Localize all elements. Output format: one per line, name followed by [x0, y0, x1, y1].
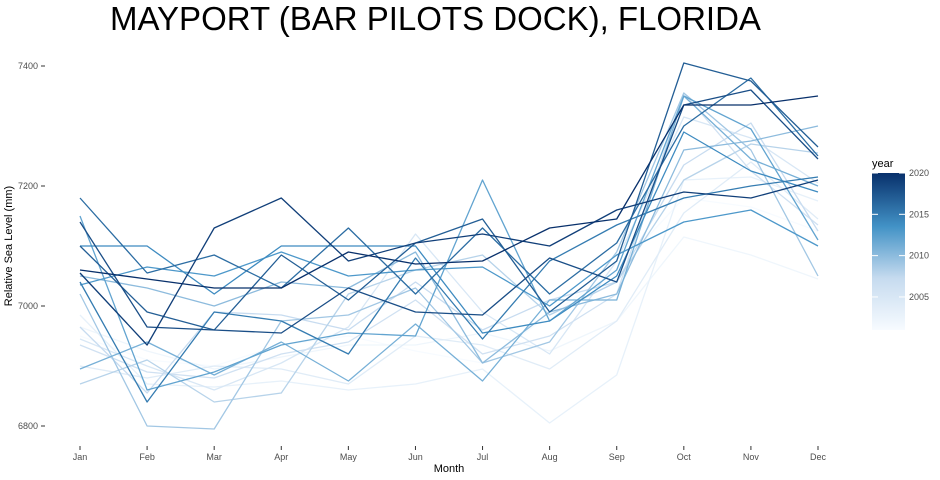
series-lines: [79, 62, 819, 430]
x-tick-label: Sep: [609, 452, 625, 462]
series-line-2013: [79, 209, 819, 307]
series-line-2002: [79, 236, 819, 370]
x-axis: Jan Feb Mar Apr May Jun Jul Aug Sep Oct Nov Dec: [73, 446, 827, 462]
legend-tick-label: 2010: [909, 251, 929, 261]
x-tick-label: Oct: [677, 452, 692, 462]
x-tick-label: Feb: [139, 452, 155, 462]
series-line-2005: [79, 116, 819, 391]
series-line-2016: [79, 77, 819, 295]
y-tick-label: 7000: [18, 301, 38, 311]
series-line-2019: [79, 179, 819, 346]
series-line-2020: [79, 95, 819, 289]
series-line-2010: [79, 125, 819, 364]
x-tick-label: May: [340, 452, 358, 462]
x-tick-label: Jan: [73, 452, 88, 462]
x-tick-label: Jun: [408, 452, 423, 462]
series-line-2004: [79, 161, 819, 385]
legend-colorbar: [872, 173, 905, 330]
series-line-2001: [79, 197, 819, 367]
x-tick-label: Mar: [206, 452, 222, 462]
legend-tick-label: 2005: [909, 292, 929, 302]
y-tick-label: 7400: [18, 61, 38, 71]
legend-tick-label: 2020: [909, 168, 929, 178]
legend-ticks: 2005 2010 2015 2020: [872, 168, 929, 302]
x-tick-label: Jul: [477, 452, 489, 462]
series-line-2017: [79, 62, 819, 331]
y-tick-label: 7200: [18, 181, 38, 191]
y-axis-title: Relative Sea Level (mm): [3, 186, 15, 306]
x-tick-label: Aug: [542, 452, 558, 462]
series-line-2011: [79, 95, 819, 382]
legend-title: year: [872, 158, 894, 170]
series-line-2018: [79, 89, 819, 334]
series-line-2006: [79, 92, 819, 379]
y-axis: 6800 7000 7200 7400: [18, 61, 45, 431]
series-line-2012: [79, 95, 819, 391]
series-line-2007: [79, 122, 819, 394]
x-tick-label: Nov: [743, 452, 760, 462]
series-line-2014: [80, 131, 819, 334]
x-axis-title: Month: [434, 463, 465, 475]
year-legend: year 2005 2010 2015 2020: [872, 158, 929, 330]
y-tick-label: 6800: [18, 421, 38, 431]
chart-title: MAYPORT (BAR PILOTS DOCK), FLORIDA: [110, 0, 761, 37]
legend-tick-label: 2015: [909, 209, 929, 219]
x-tick-label: Apr: [274, 452, 288, 462]
x-tick-label: Dec: [810, 452, 827, 462]
